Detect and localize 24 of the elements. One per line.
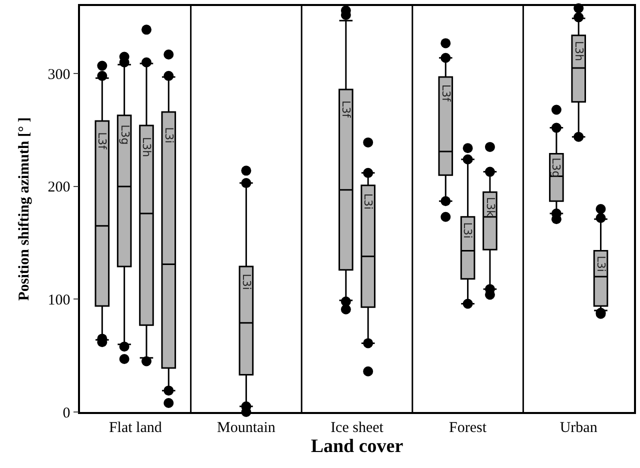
text: L3i: [460, 222, 474, 238]
y-tick-label: 100: [48, 292, 70, 308]
text: L3f: [95, 132, 108, 150]
series-label: L3h: [572, 41, 586, 62]
series-label: L3k: [484, 197, 497, 218]
text: L3f: [440, 84, 453, 102]
x-axis-title: Land cover: [310, 436, 404, 458]
text: L3g: [550, 158, 563, 178]
y-axis-title: Position shifting azimuth [° ]: [16, 117, 32, 301]
y-tick-label: 200: [48, 180, 70, 196]
x-tick-label: Mountain: [217, 420, 276, 436]
series-label: L3i: [594, 256, 608, 272]
text: L3i: [361, 193, 374, 210]
x-tick-label: Forest: [449, 420, 488, 436]
x-tick-label: Urban: [560, 420, 598, 436]
y-tick-label: 300: [48, 66, 70, 83]
x-tick-label: Ice sheet: [330, 420, 384, 436]
y-tick-label: 0: [62, 405, 70, 422]
series-label: L3g: [118, 124, 132, 145]
x-tick-label: Flat land: [108, 420, 162, 436]
series-label: L3f: [339, 100, 352, 119]
text: L3h: [140, 137, 154, 158]
text: L3i: [240, 274, 254, 290]
text: L3i: [162, 127, 176, 144]
